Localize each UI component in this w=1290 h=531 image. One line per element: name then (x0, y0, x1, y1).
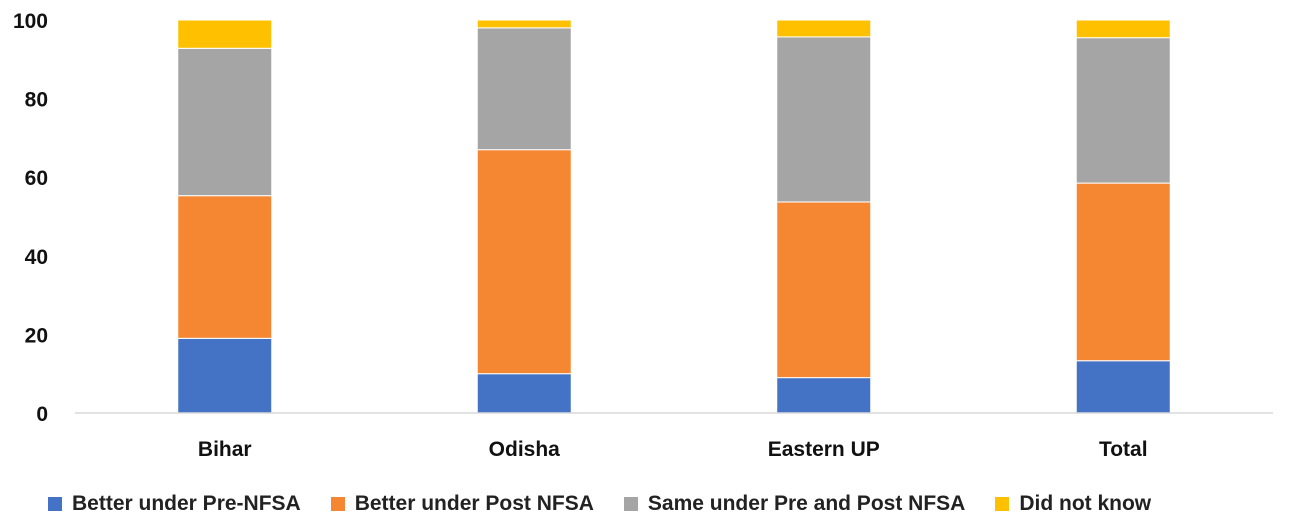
legend-swatch-same-under-pre-and-post-nfsa (623, 497, 638, 511)
y-tick-label-80: 80 (25, 89, 48, 112)
x-tick-label-total: Total (1099, 438, 1148, 461)
legend-item-same-under-pre-and-post-nfsa: Same under Pre and Post NFSA (623, 492, 966, 516)
bar-stack-total (1075, 19, 1171, 414)
bar-bihar-better-under-post-nfsa (177, 195, 273, 339)
y-tick-label-40: 40 (25, 246, 48, 269)
x-tick-label-eastern-up: Eastern UP (768, 438, 880, 461)
bar-total-better-under-pre-nfsa (1075, 360, 1171, 414)
bar-eastern-up-better-under-post-nfsa (776, 201, 872, 379)
bar-bihar-did-not-know (177, 19, 273, 49)
y-tick-label-20: 20 (25, 324, 48, 347)
bar-stack-bihar (177, 19, 273, 414)
bar-stack-eastern-up (776, 19, 872, 414)
bar-odisha-better-under-pre-nfsa (476, 373, 572, 414)
legend-item-better-under-pre-nfsa: Better under Pre-NFSA (48, 492, 301, 516)
bar-total-better-under-post-nfsa (1075, 182, 1171, 362)
legend-swatch-did-not-know (995, 497, 1010, 511)
x-tick-label-bihar: Bihar (198, 438, 252, 461)
legend-swatch-better-under-pre-nfsa (48, 497, 62, 511)
y-tick-label-0: 0 (36, 403, 48, 426)
bar-odisha-same-under-pre-and-post-nfsa (476, 27, 572, 151)
legend-item-better-under-post-nfsa: Better under Post NFSA (330, 492, 594, 516)
bar-eastern-up-did-not-know (776, 19, 872, 38)
x-axis: Bihar Odisha Eastern UP Total (75, 412, 1273, 461)
bar-odisha-did-not-know (476, 19, 572, 29)
legend-label-better-under-pre-nfsa: Better under Pre-NFSA (72, 492, 301, 515)
legend-swatch-better-under-post-nfsa (330, 497, 345, 511)
bar-bihar-better-under-pre-nfsa (177, 337, 273, 414)
legend-label-did-not-know: Did not know (1019, 492, 1152, 515)
legend-label-same-under-pre-and-post-nfsa: Same under Pre and Post NFSA (647, 492, 966, 515)
y-axis: 0 20 40 60 80 100 (13, 10, 48, 426)
legend: Better under Pre-NFSA Better under Post N… (48, 492, 1181, 516)
y-tick-label-60: 60 (25, 167, 48, 190)
legend-label-better-under-post-nfsa: Better under Post NFSA (354, 492, 594, 515)
bar-eastern-up-better-under-pre-nfsa (776, 377, 872, 414)
bar-stack-odisha (476, 19, 572, 414)
bar-eastern-up-same-under-pre-and-post-nfsa (776, 36, 872, 203)
bar-total-did-not-know (1075, 19, 1171, 39)
x-tick-label-odisha: Odisha (489, 438, 561, 461)
y-tick-label-100: 100 (13, 10, 48, 33)
bar-odisha-better-under-post-nfsa (476, 149, 572, 375)
legend-item-did-not-know: Did not know (995, 492, 1151, 516)
bar-bihar-same-under-pre-and-post-nfsa (177, 47, 273, 197)
bar-total-same-under-pre-and-post-nfsa (1075, 37, 1171, 184)
bars (177, 19, 1171, 414)
